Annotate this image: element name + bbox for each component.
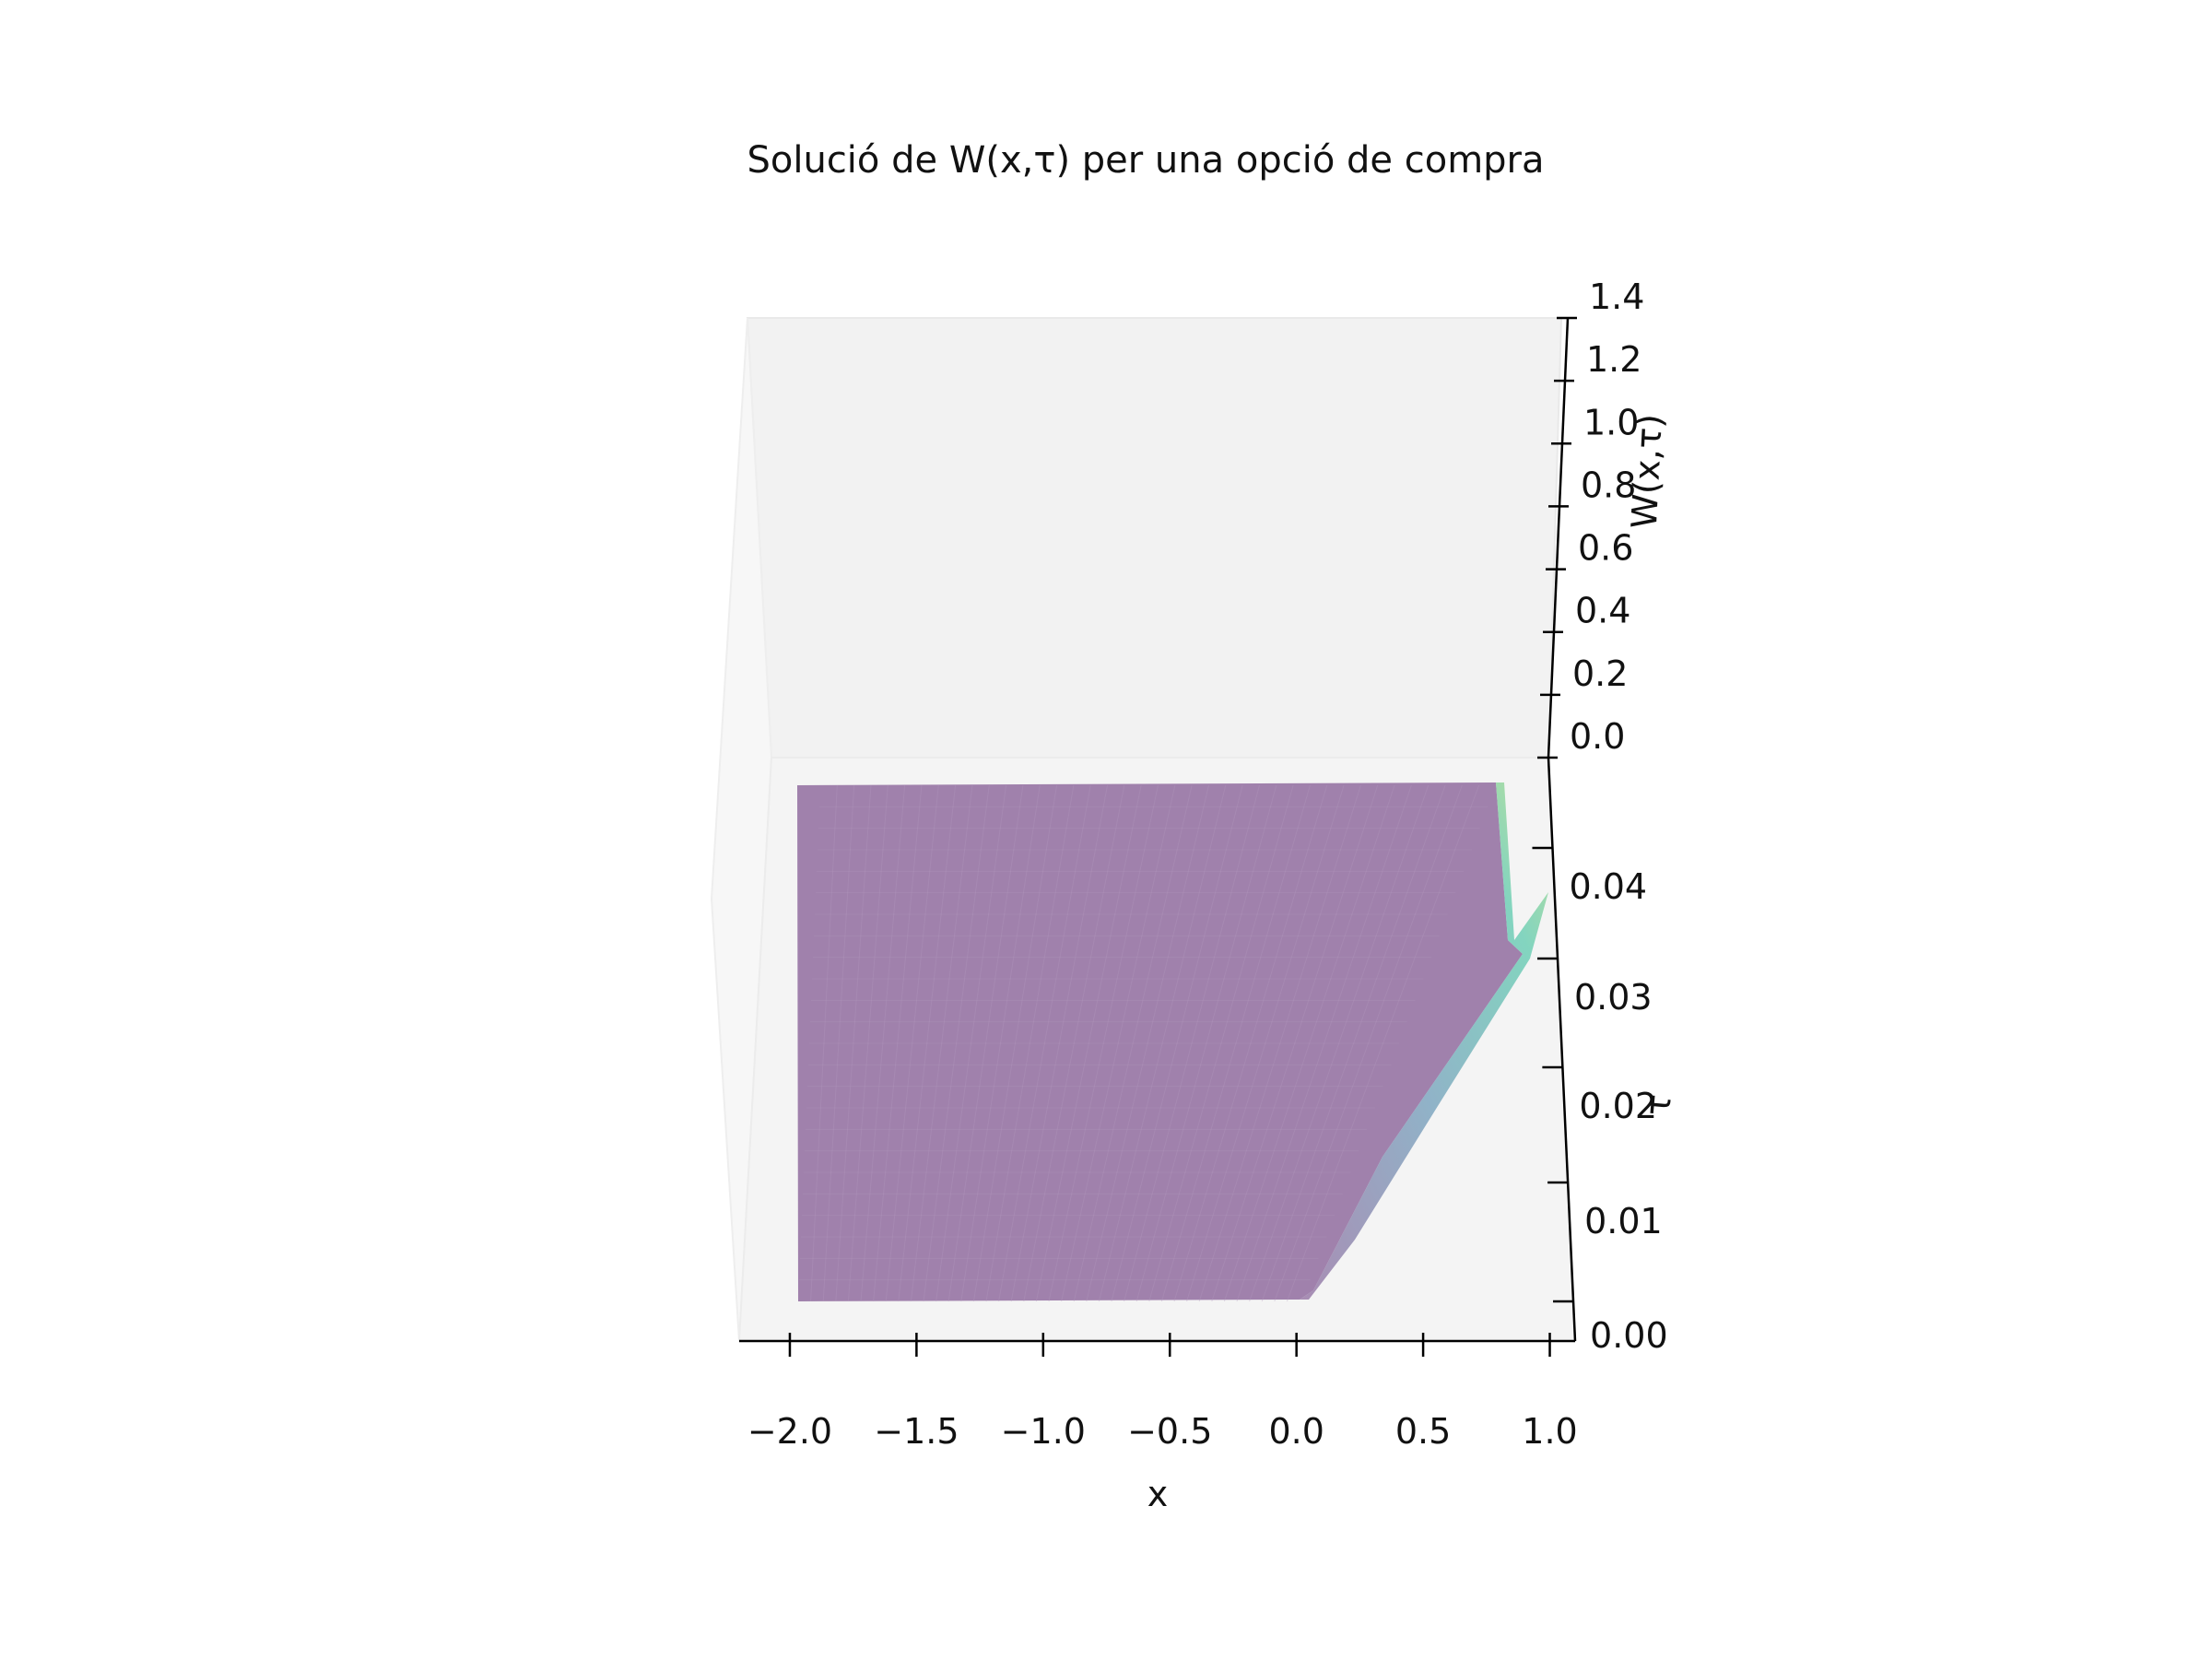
z-tick-label: 0.4 <box>1575 591 1630 631</box>
surface-mesh-line <box>1086 784 1209 1302</box>
z-tick-label: 0.2 <box>1572 653 1628 694</box>
surface-mesh-line <box>960 784 1041 1302</box>
surface-mesh-line <box>1023 784 1125 1302</box>
surface-mesh-line <box>1048 784 1159 1302</box>
surface-mesh-line <box>985 784 1075 1302</box>
surface-mesh-line <box>1010 784 1109 1302</box>
x-tick-label: −0.5 <box>1127 1411 1212 1452</box>
surface-mesh-line <box>835 784 872 1302</box>
surface-mesh-line <box>873 784 923 1302</box>
surface-mesh-line <box>923 784 990 1302</box>
z-tick-label: 0.8 <box>1581 465 1636 505</box>
z-tick-label: 0.0 <box>1570 716 1625 757</box>
surface-mesh-line <box>1173 784 1328 1302</box>
surface-mesh-line <box>1111 784 1243 1302</box>
tau-tick-label: 0.00 <box>1590 1315 1668 1356</box>
surface-mesh-line <box>1198 784 1361 1302</box>
surface-mesh-line <box>847 784 888 1302</box>
surface-mesh-line <box>1236 784 1412 1302</box>
surface-flat-region <box>797 782 1523 1301</box>
surface-mesh-line <box>935 784 1007 1302</box>
x-tick-label: −1.0 <box>1001 1411 1086 1452</box>
x-tick-label: 0.0 <box>1268 1411 1324 1452</box>
surface-mesh-line <box>885 784 939 1302</box>
surface-plot <box>797 782 1548 1302</box>
z-tick-label: 1.0 <box>1583 402 1639 442</box>
surface-mesh-line <box>1061 784 1176 1302</box>
surface-mesh-line <box>810 784 838 1302</box>
tau-tick-label: 0.01 <box>1584 1201 1663 1241</box>
x-tick-label: 1.0 <box>1522 1411 1577 1452</box>
z-tick-label: 0.6 <box>1578 528 1633 569</box>
surface-mesh-line <box>1249 784 1430 1302</box>
surface-mesh-line <box>1160 784 1311 1302</box>
surface-mesh-line <box>1186 784 1345 1302</box>
surface-mesh-line <box>1098 784 1227 1302</box>
x-tick-label: −1.5 <box>874 1411 959 1452</box>
surface-mesh-line <box>1135 784 1277 1302</box>
surface-mesh-line <box>1148 784 1294 1302</box>
tau-axis-ticks: 0.00 0.01 0.02 0.03 0.04 <box>1532 846 1668 1356</box>
surface-mesh-line <box>822 784 855 1302</box>
z-axis-label: W(x,τ) <box>1624 413 1670 530</box>
z-axis-line <box>1547 317 1570 759</box>
tau-tick-label: 0.03 <box>1574 977 1653 1018</box>
x-axis-ticks: −2.0 −1.5 −1.0 −0.5 0.0 0.5 1.0 <box>747 1333 1578 1452</box>
surface-mesh-line <box>910 784 973 1302</box>
surface-mesh-line <box>898 784 957 1302</box>
chart-title: Solució de W(x,τ) per una opció de compr… <box>747 139 1544 182</box>
tau-axis-line <box>1547 757 1577 1342</box>
surface-mesh-line <box>1223 784 1395 1302</box>
back-pane <box>746 317 1563 759</box>
surface-mesh-line <box>998 784 1091 1302</box>
tau-tick-label: 0.02 <box>1579 1086 1657 1126</box>
tau-axis-label: τ <box>1637 1093 1679 1118</box>
surface-mesh-line <box>972 784 1058 1302</box>
surface-mesh-line <box>1211 784 1379 1302</box>
surface-mesh-line <box>1261 784 1446 1302</box>
surface-mesh-line <box>860 784 906 1302</box>
surface-mesh-line <box>1274 784 1463 1302</box>
surface-mesh-line <box>1286 784 1480 1302</box>
surface-mesh-line <box>947 784 1024 1302</box>
surface-mesh-line <box>1035 784 1142 1302</box>
x-tick-label: 0.5 <box>1395 1411 1451 1452</box>
z-tick-label: 1.2 <box>1586 339 1641 380</box>
tau-tick-label: 0.04 <box>1569 866 1647 907</box>
z-tick-label: 1.4 <box>1589 276 1644 317</box>
x-tick-label: −2.0 <box>747 1411 832 1452</box>
surface-mesh-line <box>1073 784 1193 1302</box>
surface-mesh-line <box>1124 784 1260 1302</box>
x-axis-label: x <box>1147 1474 1169 1514</box>
z-axis-ticks: 0.0 0.2 0.4 0.6 0.8 1.0 1.2 1.4 <box>1537 276 1644 759</box>
